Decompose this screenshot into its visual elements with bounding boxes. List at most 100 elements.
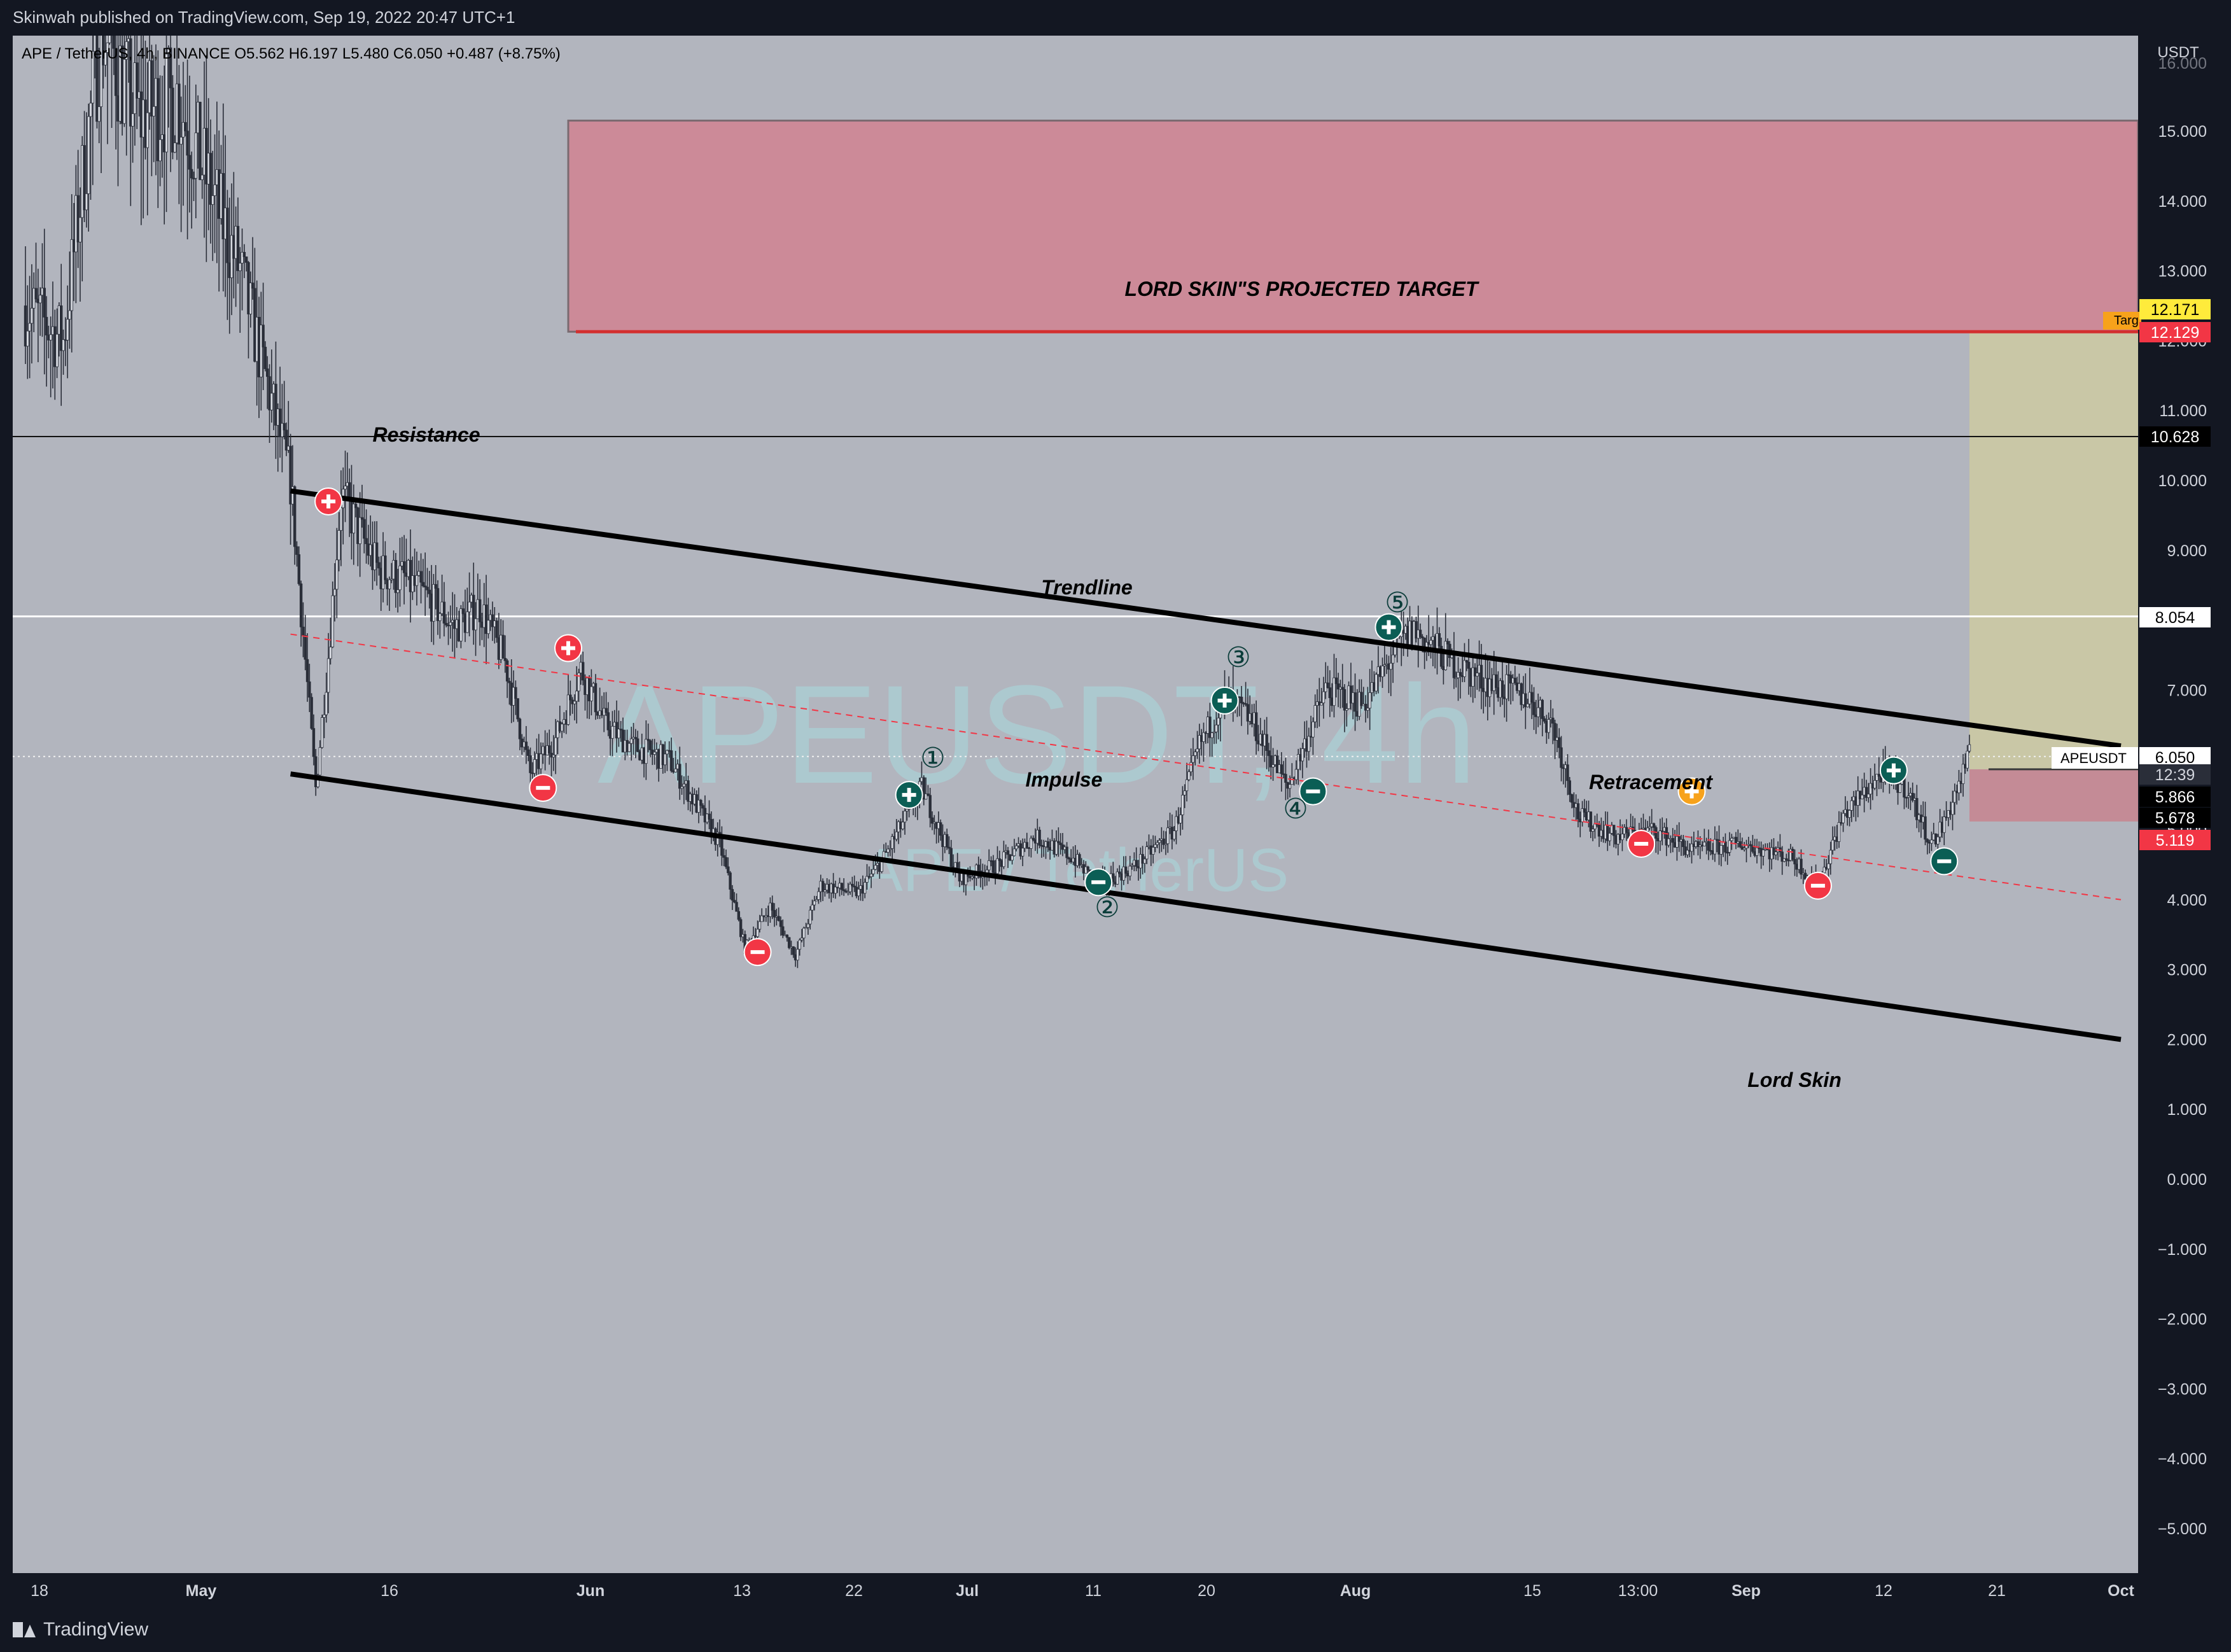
time-tick-label: 21 — [1988, 1582, 2006, 1600]
candle-body — [1086, 866, 1089, 871]
candle-body — [289, 445, 292, 505]
candle-body — [487, 620, 490, 634]
candle-body — [1322, 691, 1325, 704]
candle-body — [1311, 721, 1315, 738]
candle-body — [539, 753, 543, 769]
candle-body — [1463, 660, 1466, 677]
candle-body — [192, 178, 195, 179]
legend-change: +0.487 (+8.75%) — [442, 45, 560, 62]
candle-body — [461, 608, 465, 614]
candle-body — [1905, 797, 1908, 799]
candle-body — [1608, 833, 1611, 841]
candle-body — [1336, 683, 1340, 690]
candle-body — [526, 749, 530, 756]
candle-body — [1591, 829, 1595, 832]
candle-body — [274, 384, 277, 426]
candle-body — [1966, 750, 1969, 769]
candle-body — [1761, 850, 1765, 857]
plus-icon-bar — [1222, 693, 1227, 708]
candle-body — [1156, 842, 1159, 845]
candle-body — [1429, 640, 1432, 645]
candle-body — [1294, 769, 1298, 780]
candle-body — [1301, 748, 1304, 762]
candle-body — [1240, 696, 1243, 704]
candle-body — [1558, 737, 1561, 748]
time-axis[interactable] — [13, 1573, 2218, 1609]
candle-body — [1128, 865, 1131, 877]
candle-body — [38, 295, 42, 304]
candle-body — [903, 811, 907, 823]
candle-body — [1943, 816, 1946, 833]
candle-body — [104, 52, 107, 66]
candle-body — [1800, 858, 1803, 875]
candle-body — [796, 949, 799, 961]
price-level-badge-bg — [2139, 747, 2211, 767]
candle-body — [842, 889, 846, 892]
candle-body — [1269, 755, 1273, 767]
candle-body — [575, 690, 578, 702]
candle-body — [331, 595, 334, 648]
candle-body — [811, 904, 814, 911]
candle-body — [194, 132, 198, 179]
price-level-badge-bg — [2139, 830, 2211, 850]
plus-icon-bar — [1387, 620, 1391, 634]
candle-body — [1671, 837, 1674, 843]
price-level-badge: 5.866 — [2155, 788, 2195, 806]
candle-body — [171, 87, 174, 153]
candle-body — [377, 562, 381, 569]
position-loss-zone — [1969, 769, 2138, 822]
candle-body — [590, 686, 593, 701]
plus-icon-bar — [1891, 763, 1896, 778]
candle-body — [1067, 857, 1071, 860]
candle-body — [1793, 858, 1796, 865]
candle-body — [724, 857, 728, 867]
candle-body — [354, 503, 358, 508]
publish-credit: Skinwah published on TradingView.com, Se… — [13, 8, 515, 27]
price-level-badge: 12:39 — [2155, 766, 2195, 784]
candle-body — [1332, 677, 1336, 706]
candle-body — [566, 694, 570, 725]
candle-body — [1926, 839, 1929, 843]
candle-body — [384, 555, 387, 580]
candle-body — [318, 747, 322, 776]
candle-body — [666, 750, 669, 755]
candle-body — [1284, 774, 1287, 783]
candle-body — [1166, 827, 1170, 844]
candle-body — [1703, 841, 1706, 846]
candle-body — [1254, 712, 1258, 741]
tradingview-brand[interactable]: TradingView — [13, 1619, 148, 1641]
candle-body — [949, 848, 953, 867]
candle-body — [1175, 816, 1178, 831]
candle-body — [304, 635, 307, 660]
wave-label: ① — [920, 743, 945, 774]
candle-body — [945, 834, 949, 848]
time-tick-label: 15 — [1523, 1582, 1541, 1600]
candle-body — [1867, 794, 1870, 798]
candle-body — [1178, 815, 1182, 823]
candle-body — [760, 915, 764, 922]
candle-body — [129, 38, 132, 127]
candle-body — [669, 750, 673, 771]
bottom-bar — [0, 1609, 2231, 1652]
candle-body — [674, 768, 677, 773]
candle-body — [729, 872, 732, 890]
candle-body — [1011, 855, 1014, 861]
candle-body — [505, 660, 509, 682]
candle-body — [834, 886, 837, 894]
candle-body — [823, 890, 827, 892]
candle-body — [1326, 682, 1329, 689]
candle-body — [1162, 838, 1165, 845]
candle-body — [501, 634, 505, 659]
candle-body — [787, 937, 791, 948]
candle-body — [1366, 708, 1369, 711]
candle-body — [1124, 866, 1128, 874]
candle-body — [785, 934, 789, 938]
price-tick-label: 2.000 — [2167, 1031, 2207, 1049]
candle-body — [619, 729, 622, 731]
candle-body — [1458, 672, 1462, 676]
candle-body — [1181, 795, 1184, 815]
candle-body — [244, 256, 248, 263]
candle-body — [106, 42, 109, 53]
price-tick-label: 11.000 — [2159, 402, 2207, 420]
